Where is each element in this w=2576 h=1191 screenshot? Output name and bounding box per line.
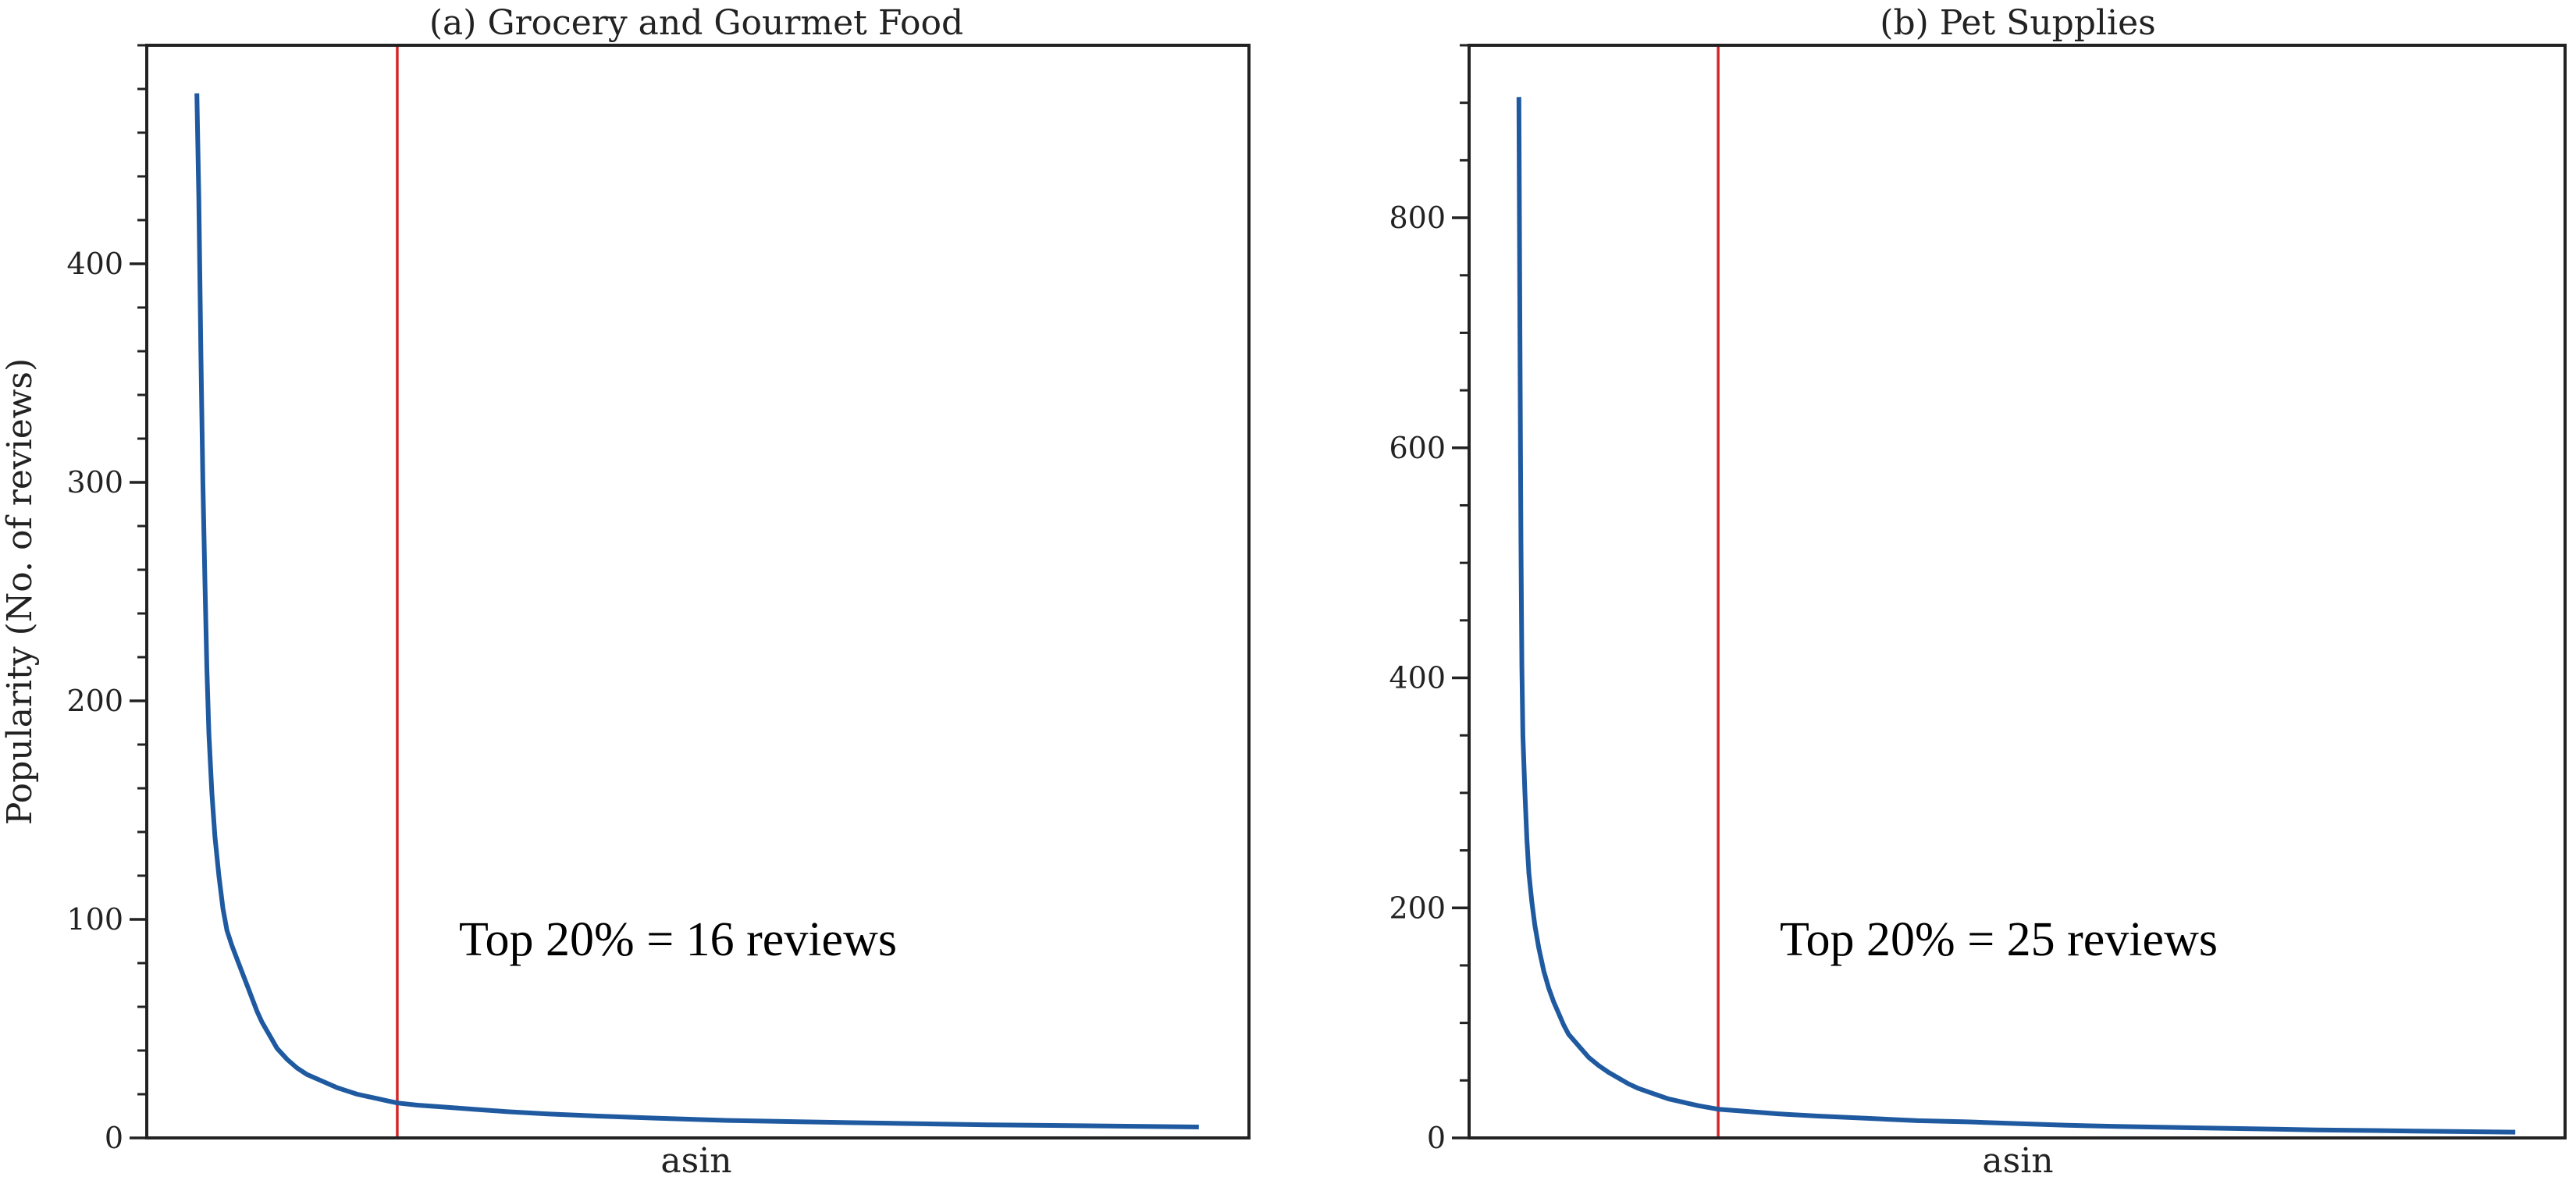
panel-a-ticks: 0 100 200 300 400 <box>66 44 147 1155</box>
panel-a-plot-frame <box>145 44 1251 1139</box>
panel-b-y-tick-label: 200 <box>1389 891 1446 925</box>
panel-a: (a) Grocery and Gourmet Food 0 100 200 300 4… <box>0 3 1251 1181</box>
panel-b-title: (b) Pet Supplies <box>1880 3 2155 43</box>
panel-b-y-tick-label: 0 <box>1427 1121 1446 1155</box>
panel-a-title: (a) Grocery and Gourmet Food <box>429 3 963 43</box>
panel-a-y-tick-label: 100 <box>66 902 123 937</box>
panel-b-plot-frame <box>1468 44 2567 1139</box>
panel-a-annotation: Top 20% = 16 reviews <box>459 913 897 966</box>
panel-b-popularity-curve <box>1516 97 2516 1135</box>
panel-b-annotation: Top 20% = 25 reviews <box>1780 913 2218 966</box>
panel-a-y-tick-label: 0 <box>105 1121 123 1155</box>
panel-b: (b) Pet Supplies 0 200 400 600 800 Top 20% =… <box>1389 3 2567 1181</box>
panel-b-y-tick-label: 600 <box>1389 431 1446 465</box>
panel-b-ticks: 0 200 400 600 800 <box>1389 44 1469 1155</box>
panel-a-y-axis-label: Popularity (No. of reviews) <box>0 358 40 825</box>
panel-a-y-tick-label: 200 <box>66 684 123 718</box>
panel-b-y-tick-label: 800 <box>1389 201 1446 235</box>
panel-a-popularity-curve <box>194 93 1199 1129</box>
panel-a-x-axis-label: asin <box>660 1141 731 1181</box>
panel-b-y-tick-label: 400 <box>1389 661 1446 695</box>
panel-a-y-tick-label: 400 <box>66 247 123 281</box>
panel-a-y-tick-label: 300 <box>66 465 123 500</box>
panel-b-x-axis-label: asin <box>1982 1141 2053 1181</box>
